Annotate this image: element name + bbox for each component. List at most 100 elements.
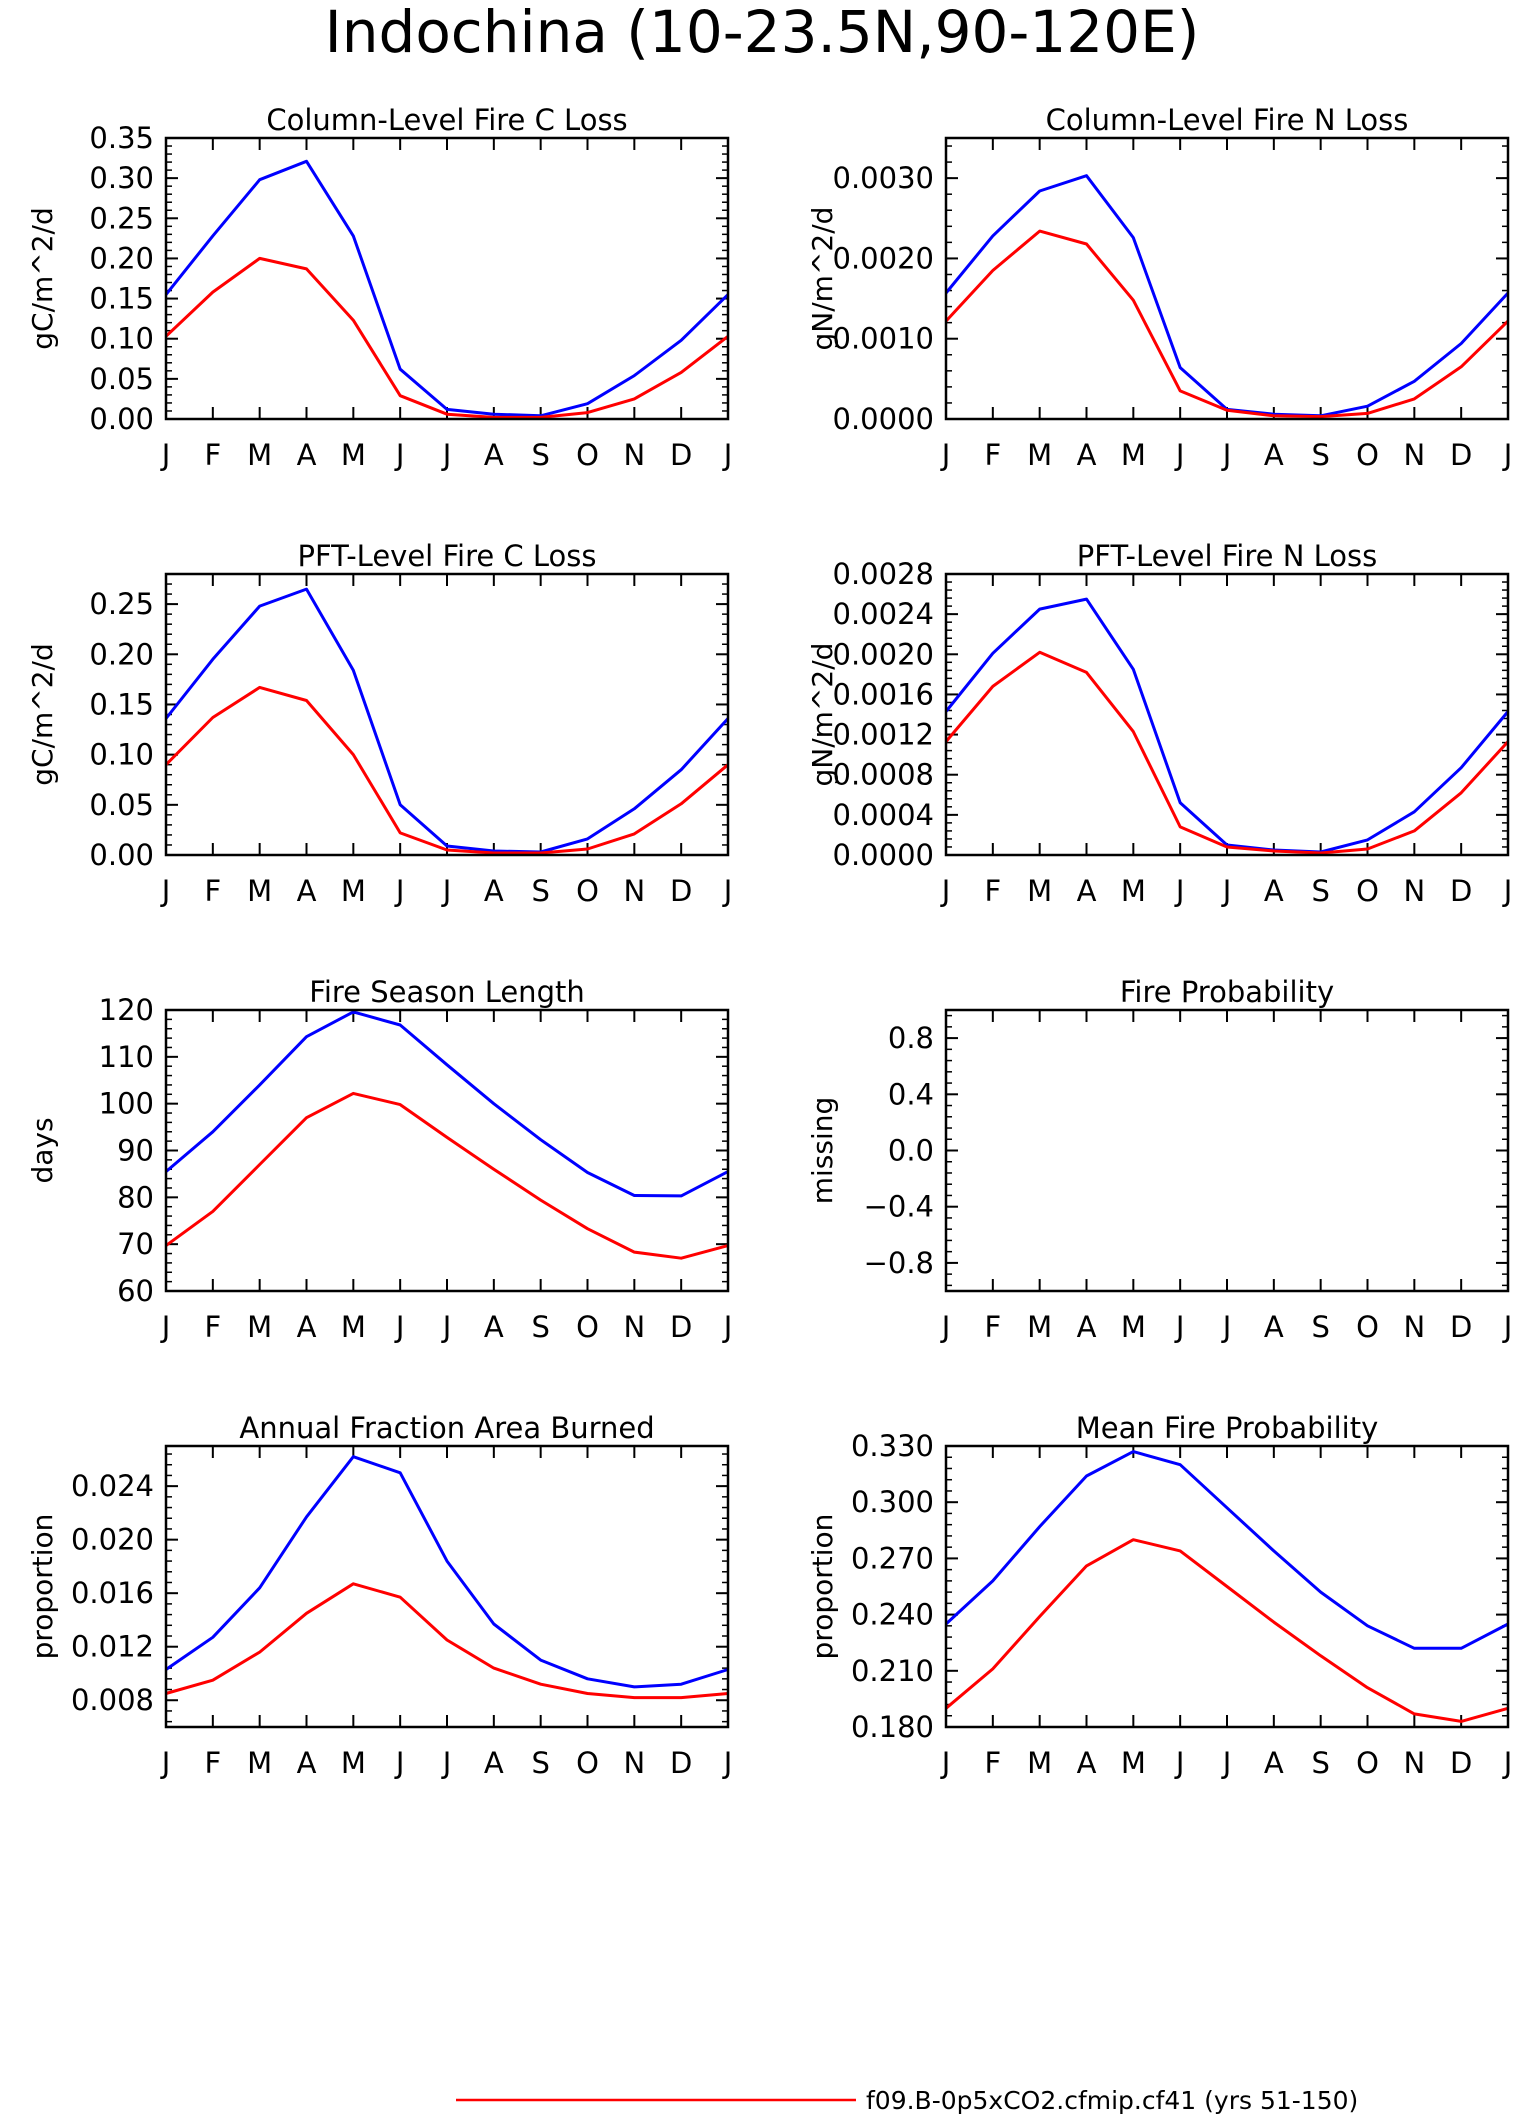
- x-tick-label: J: [1174, 1310, 1185, 1344]
- x-tick-label: D: [670, 1746, 692, 1780]
- page-title: Indochina (10-23.5N,90-120E): [325, 0, 1200, 66]
- y-tick-label: 110: [99, 1040, 154, 1074]
- x-tick-label: A: [1264, 1310, 1284, 1344]
- y-tick-label: 60: [117, 1274, 154, 1308]
- y-tick-label: 0.8: [888, 1021, 934, 1055]
- x-tick-label: J: [160, 438, 171, 472]
- x-tick-label: A: [484, 1746, 504, 1780]
- x-tick-label: A: [297, 1746, 317, 1780]
- x-tick-label: A: [484, 874, 504, 908]
- y-tick-label: 0.016: [71, 1576, 154, 1610]
- y-tick-label: 0.25: [89, 201, 154, 235]
- x-tick-label: J: [940, 438, 951, 472]
- plot-frame: [944, 1008, 1510, 1293]
- y-tick-label: 0.05: [89, 362, 154, 396]
- x-tick-label: S: [1311, 438, 1329, 472]
- x-tick-label: N: [623, 1310, 645, 1344]
- x-tick-label: O: [576, 1746, 599, 1780]
- x-tick-label: F: [984, 1746, 1001, 1780]
- x-tick-label: N: [1403, 1310, 1425, 1344]
- y-tick-label: 100: [99, 1087, 154, 1121]
- x-tick-label: M: [1027, 438, 1052, 472]
- y-tick-label: −0.4: [864, 1190, 934, 1224]
- y-tick-label: 0.0000: [833, 402, 934, 436]
- y-axis-label: gC/m^2/d: [26, 207, 59, 350]
- x-tick-label: J: [394, 1310, 405, 1344]
- x-tick-label: S: [1311, 1746, 1329, 1780]
- x-tick-label: D: [1450, 438, 1472, 472]
- x-tick-label: M: [1027, 1310, 1052, 1344]
- series-line: [164, 159, 730, 418]
- y-tick-label: 0.0000: [833, 838, 934, 872]
- chart-title: PFT-Level Fire C Loss: [298, 539, 597, 573]
- x-tick-label: J: [940, 1310, 951, 1344]
- x-tick-label: O: [576, 438, 599, 472]
- x-tick-label: J: [160, 874, 171, 908]
- plot-frame: [944, 572, 1510, 857]
- y-tick-label: 0.300: [851, 1485, 934, 1519]
- y-tick-label: 0.15: [89, 687, 154, 721]
- x-tick-label: M: [341, 1310, 366, 1344]
- x-tick-label: A: [1264, 438, 1284, 472]
- x-tick-label: J: [722, 438, 733, 472]
- x-tick-label: J: [441, 874, 452, 908]
- legend: f09.B-0p5xCO2.cfmip.cf41 (yrs 51-150): [456, 2086, 1358, 2115]
- y-tick-label: 0.210: [851, 1654, 934, 1688]
- series-line: [945, 1538, 1509, 1723]
- y-tick-label: 0.0020: [833, 637, 934, 671]
- x-tick-label: A: [1077, 1746, 1097, 1780]
- x-tick-label: N: [623, 438, 645, 472]
- x-tick-label: A: [1077, 438, 1097, 472]
- chart-title: PFT-Level Fire N Loss: [1077, 539, 1377, 573]
- x-tick-label: F: [984, 438, 1001, 472]
- x-tick-label: M: [341, 874, 366, 908]
- x-tick-label: O: [1356, 1310, 1379, 1344]
- x-tick-label: M: [1121, 1746, 1146, 1780]
- y-axis-label: gN/m^2/d: [806, 207, 839, 351]
- x-tick-label: O: [1356, 874, 1379, 908]
- x-tick-label: A: [1264, 1746, 1284, 1780]
- x-tick-label: J: [1502, 438, 1513, 472]
- x-tick-label: A: [297, 874, 317, 908]
- y-tick-label: 0.0012: [833, 718, 934, 752]
- x-tick-label: M: [1121, 438, 1146, 472]
- y-tick-label: 0.0030: [833, 161, 934, 195]
- y-tick-label: 80: [117, 1180, 154, 1214]
- x-tick-label: F: [984, 874, 1001, 908]
- x-tick-label: J: [160, 1310, 171, 1344]
- x-tick-label: S: [531, 1310, 549, 1344]
- x-tick-label: D: [1450, 874, 1472, 908]
- x-tick-label: M: [247, 1310, 272, 1344]
- x-tick-label: N: [1403, 1746, 1425, 1780]
- x-tick-label: J: [1221, 1310, 1232, 1344]
- y-tick-label: 0.012: [71, 1630, 154, 1664]
- x-tick-label: J: [722, 1746, 733, 1780]
- x-tick-label: J: [394, 874, 405, 908]
- x-tick-label: J: [1221, 874, 1232, 908]
- x-tick-label: M: [1121, 1310, 1146, 1344]
- x-tick-label: D: [670, 1310, 692, 1344]
- series-line: [944, 597, 1510, 854]
- x-tick-label: M: [247, 874, 272, 908]
- y-tick-label: 0.05: [89, 788, 154, 822]
- y-tick-label: 0.0020: [833, 241, 934, 275]
- x-tick-label: O: [576, 874, 599, 908]
- chart-title: Mean Fire Probability: [1076, 1411, 1379, 1445]
- y-tick-label: 0.0024: [833, 597, 934, 631]
- x-tick-label: J: [441, 438, 452, 472]
- x-tick-label: N: [623, 1746, 645, 1780]
- plot-frame: [944, 136, 1510, 421]
- series-line: [944, 229, 1510, 419]
- x-tick-label: J: [1174, 1746, 1185, 1780]
- x-tick-label: O: [576, 1310, 599, 1344]
- x-tick-label: F: [984, 1310, 1001, 1344]
- x-tick-label: F: [204, 874, 221, 908]
- x-tick-label: A: [484, 1310, 504, 1344]
- y-tick-label: 120: [99, 993, 154, 1027]
